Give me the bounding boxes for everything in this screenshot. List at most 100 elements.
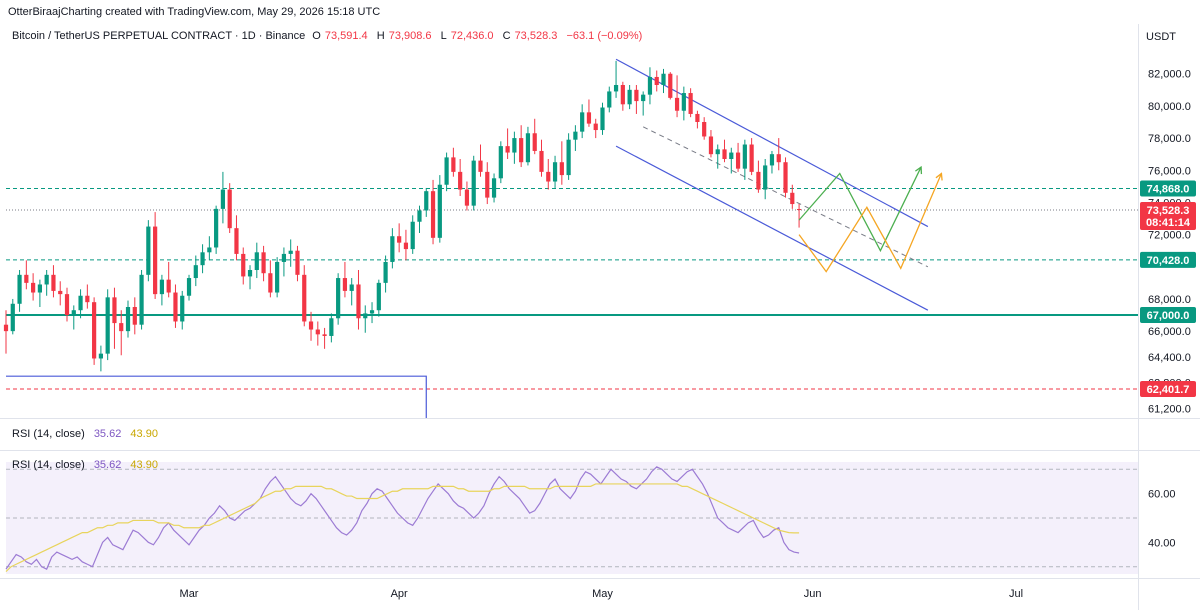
candle-body [749,144,754,172]
candle-body [71,310,76,316]
candle-body [593,123,598,131]
candle-body [342,278,348,291]
price-axis-tick-label: 80,000.0 [1148,101,1191,113]
level-price-tag: 70,428.0 [1147,255,1190,267]
candle-body [769,154,775,166]
candle-body [64,294,70,316]
channel-lower-line [615,145,929,311]
symbol-name[interactable]: Bitcoin / TetherUS PERPETUAL CONTRACT · … [12,30,306,42]
currency-label[interactable]: USDT [1146,31,1176,43]
candle-body [580,112,585,132]
candle-body [525,133,531,163]
channel-middle-line [642,126,929,268]
candle-body [241,253,246,277]
candle-body [119,323,124,332]
candle-body [681,93,686,111]
last-price-tag-bg [1140,202,1196,231]
close-label: C [502,30,511,42]
candle-body [85,295,90,303]
candle-body [688,93,693,114]
candle-body [173,292,178,322]
candle-body [790,192,795,205]
level-price-tag: 74,868.0 [1147,183,1190,195]
candle-body [674,97,680,111]
candle-body [390,236,395,262]
candle-body [451,157,456,172]
candle-body [491,178,497,198]
candle-body [776,154,781,163]
candle-body [512,138,517,153]
candle-body [383,261,388,283]
candle-body [308,321,314,330]
high-value: 73,908.6 [388,30,432,42]
candle-body [180,295,185,322]
open-value: 73,591.4 [324,30,368,42]
rsi-axis-tick-label: 60.00 [1148,489,1176,501]
candle-body [437,184,442,238]
candle-body [356,284,361,319]
candle-body [559,162,564,176]
candle-body [722,149,727,159]
candle-body [288,250,293,254]
time-axis-label: Jul [1009,588,1023,600]
author-credit: OtterBiraajCharting created with Trading… [8,6,381,18]
candle-body [92,302,97,359]
candle-body [444,157,449,185]
candle-body [3,324,9,332]
level-price-tag: 62,401.7 [1147,384,1190,396]
rsi-band-background [6,462,1138,574]
candle-body [247,270,253,277]
candle-body [78,295,83,311]
rsi-legend-title: RSI (14, close) [12,428,85,440]
candle-body [600,107,605,131]
candle-body [275,261,280,293]
candle-body [98,353,103,359]
candle-body [302,274,307,322]
candle-body [742,144,747,169]
candle-body [410,221,415,250]
candle-body [763,165,768,190]
projection-path-orange [798,173,943,273]
candle-body [329,318,334,336]
candle-body [44,274,49,285]
bar-countdown: 08:41:14 [1146,217,1191,229]
candle-body [363,313,368,319]
level-price-tag-bg [1140,307,1196,324]
candle-body [261,252,266,274]
candle-body [729,152,734,159]
candle-body [708,136,714,155]
candle-body [159,279,165,295]
candle-body [315,329,320,335]
candle-body [132,307,137,325]
candle-body [505,146,510,153]
candle-body [573,131,578,140]
price-axis-tick-label: 76,000.0 [1148,165,1191,177]
candle-body [424,191,429,211]
rsi-legend-pane[interactable]: RSI (14, close) 35.62 43.90 [12,459,164,471]
candle-body [322,334,327,336]
candle-body [112,297,117,324]
candle-body [756,171,761,190]
candle-body [31,282,36,293]
time-axis-label: Mar [180,588,199,600]
candle-body [546,171,551,182]
candle-body [17,274,22,304]
level-price-tag-bg [1140,251,1196,268]
range-box-outline [6,375,427,418]
price-axis-tick-label: 66,000.0 [1148,326,1191,338]
candle-body [186,278,192,296]
level-price-tag: 67,000.0 [1147,310,1190,322]
candle-body [634,89,639,102]
projection-path-green-arrowhead [915,165,923,175]
candle-body [613,85,619,92]
channel-upper-line [615,58,929,228]
candle-body [214,208,219,248]
candle-body [254,252,259,270]
low-value: 72,436.0 [450,30,494,42]
rsi-line [5,466,800,570]
price-axis-tick-label: 72,000.0 [1148,230,1191,242]
rsi-legend-top[interactable]: RSI (14, close) 35.62 43.90 [12,428,164,440]
candle-body [620,85,625,105]
candle-body [397,236,402,243]
